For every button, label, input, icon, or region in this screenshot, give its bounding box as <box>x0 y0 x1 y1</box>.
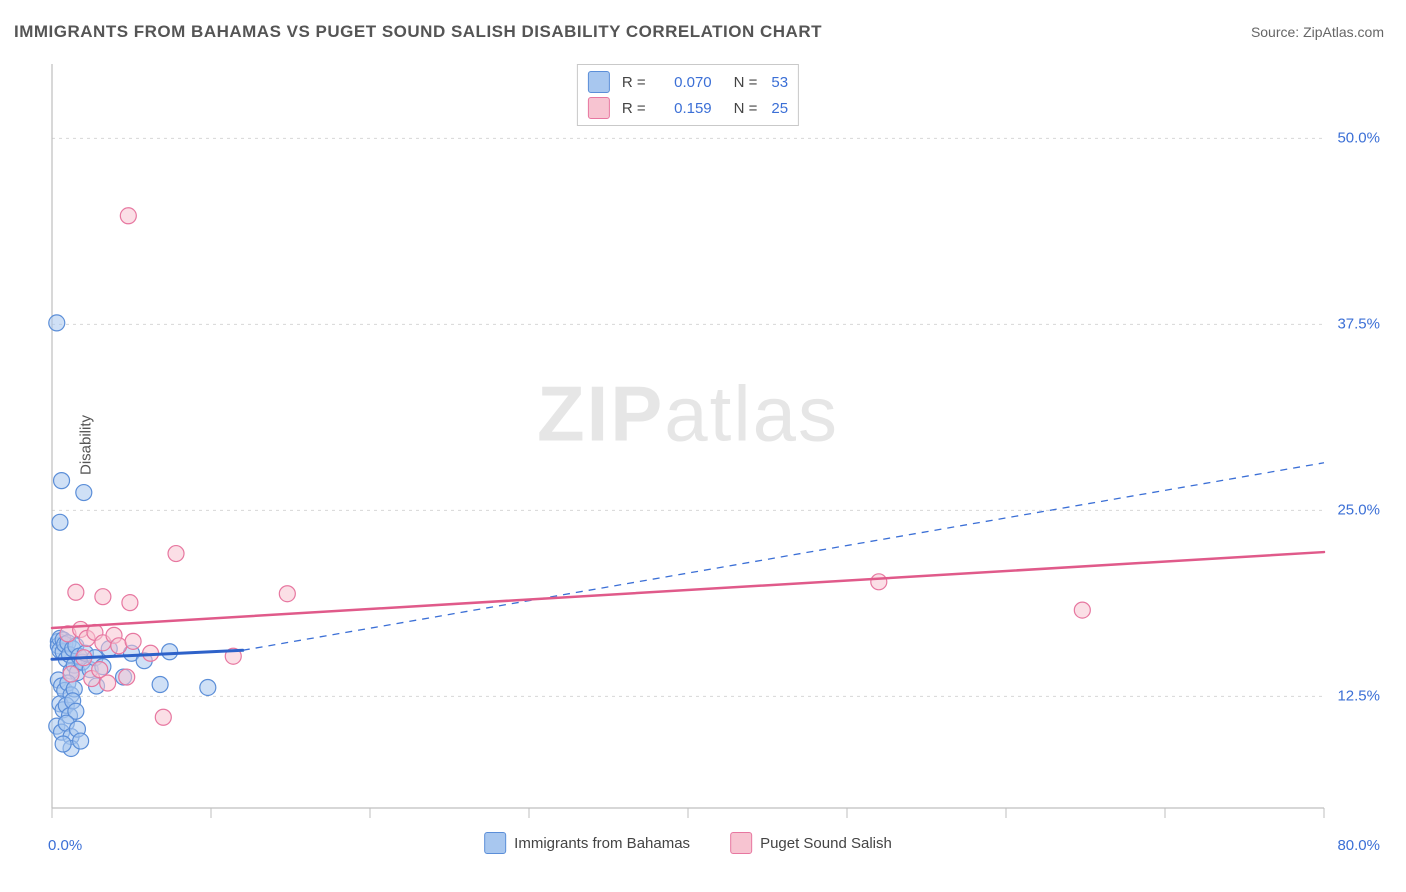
n-label: N = <box>734 100 758 117</box>
legend-series-item: Immigrants from Bahamas <box>484 832 690 854</box>
legend-series: Immigrants from Bahamas Puget Sound Salis… <box>484 832 892 854</box>
y-tick-label: 12.5% <box>1337 688 1380 705</box>
y-tick-label: 25.0% <box>1337 502 1380 519</box>
legend-swatch <box>484 832 506 854</box>
legend-stats: R = 0.070 N = 53 R = 0.159 N = 25 <box>577 64 799 126</box>
r-value: 0.159 <box>658 100 712 117</box>
legend-series-label: Immigrants from Bahamas <box>514 835 690 852</box>
legend-swatch <box>730 832 752 854</box>
legend-swatch <box>588 71 610 93</box>
chart-title: IMMIGRANTS FROM BAHAMAS VS PUGET SOUND S… <box>14 22 822 42</box>
scatter-plot: Disability ZIPatlas R =0.070N =53R =0.15… <box>48 60 1328 830</box>
n-label: N = <box>734 74 758 91</box>
y-tick-label: 37.5% <box>1337 316 1380 333</box>
n-value: 25 <box>771 100 788 117</box>
legend-series-label: Puget Sound Salish <box>760 835 892 852</box>
n-value: 53 <box>771 74 788 91</box>
x-axis-min-label: 0.0% <box>48 837 82 854</box>
r-label: R = <box>622 74 646 91</box>
y-axis-label: Disability <box>78 415 95 475</box>
chart-canvas <box>48 60 1328 830</box>
x-axis-max-label: 80.0% <box>1337 837 1380 854</box>
r-label: R = <box>622 100 646 117</box>
source-attribution: Source: ZipAtlas.com <box>1251 24 1384 40</box>
y-tick-label: 50.0% <box>1337 130 1380 147</box>
legend-stat-row: R = 0.159 N = 25 <box>588 95 788 121</box>
legend-stat-row: R = 0.070 N = 53 <box>588 69 788 95</box>
r-value: 0.070 <box>658 74 712 91</box>
legend-swatch <box>588 97 610 119</box>
legend-series-item: Puget Sound Salish <box>730 832 892 854</box>
